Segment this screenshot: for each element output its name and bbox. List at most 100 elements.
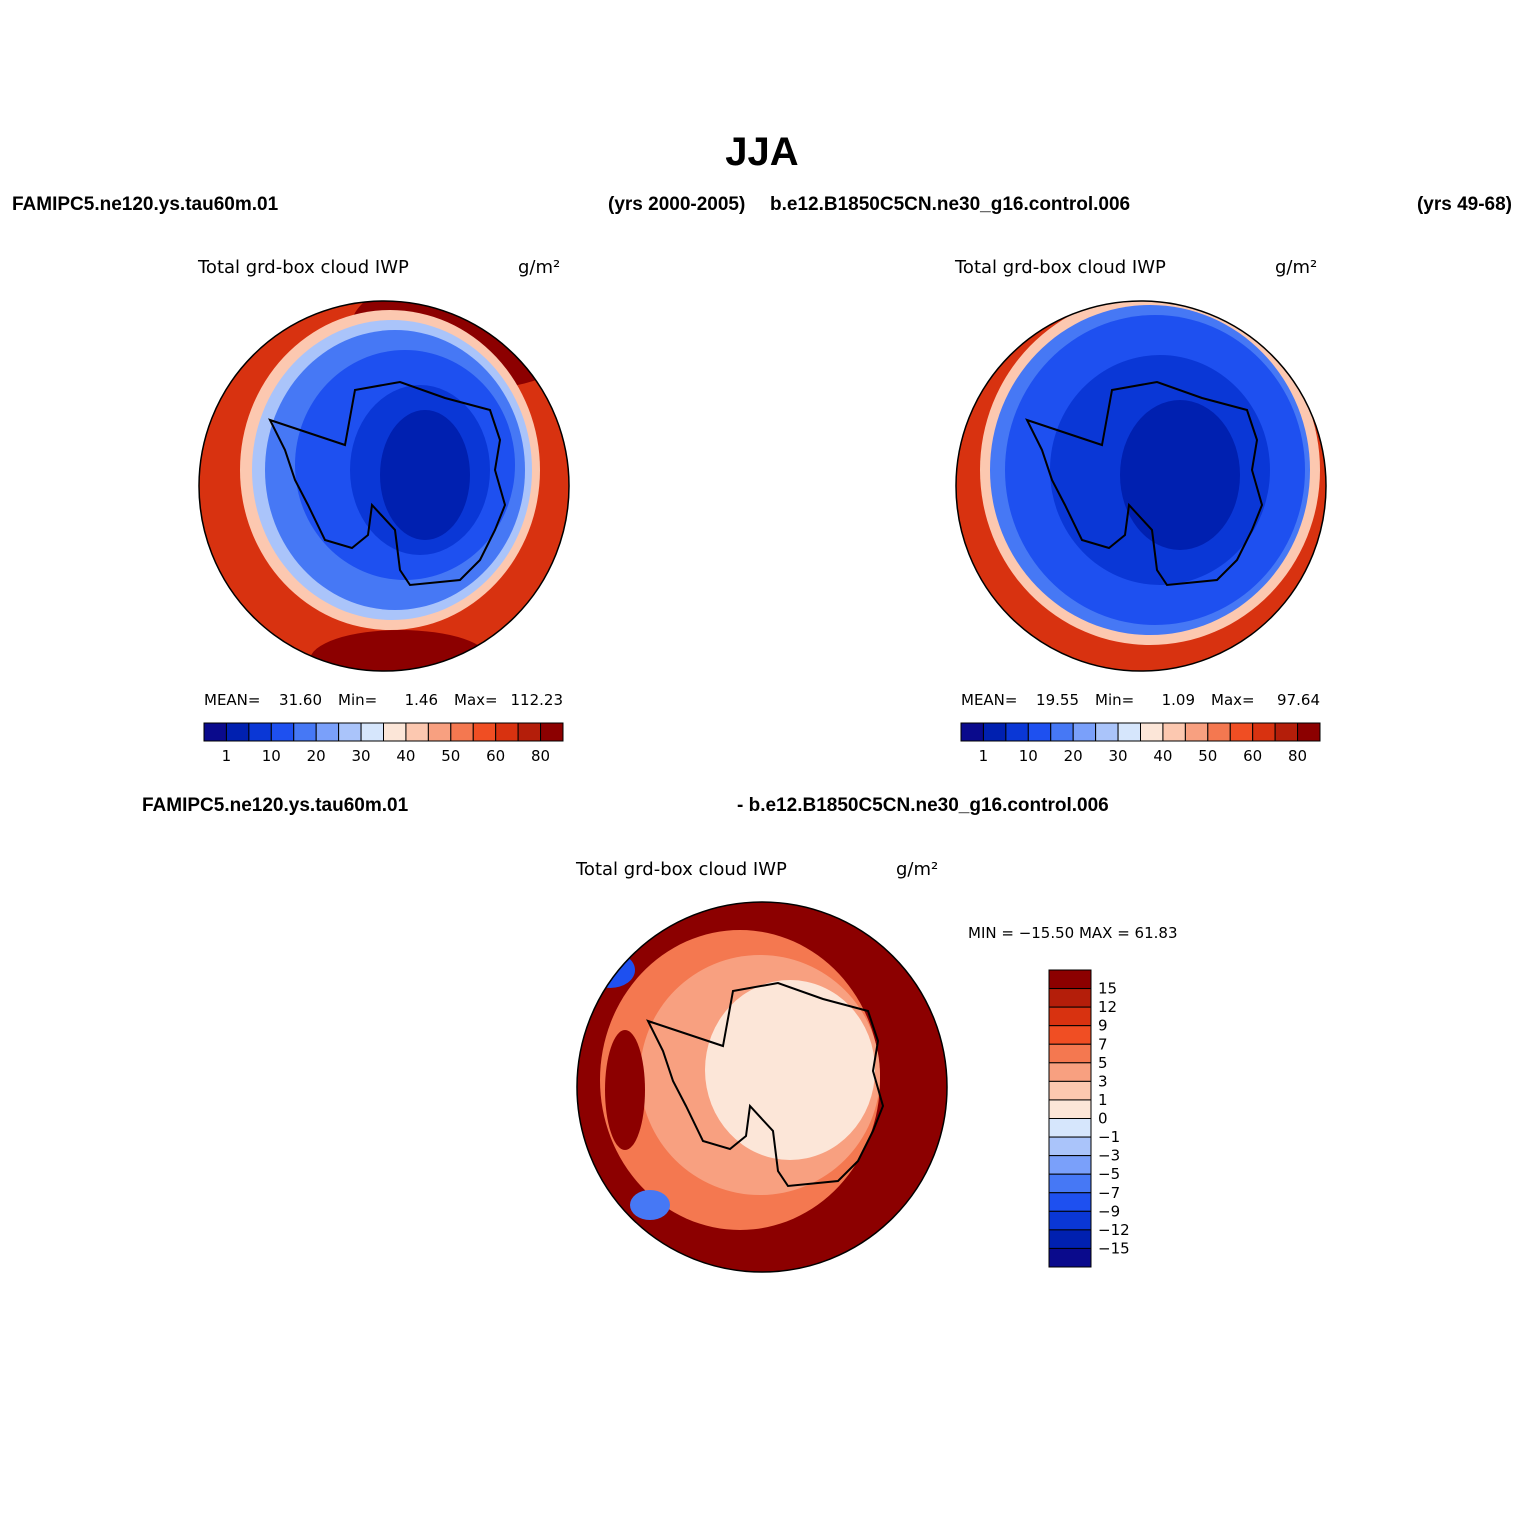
variable-name: Total grd-box cloud IWP (575, 859, 787, 880)
stat-value: 19.55 (1036, 691, 1079, 709)
colorbar-box (1207, 722, 1231, 742)
units: g/m² (896, 859, 938, 880)
colorbar-box (1184, 722, 1209, 742)
case-name: FAMIPC5.ne120.ys.tau60m.01 (12, 194, 279, 215)
units: g/m² (1275, 257, 1317, 278)
colorbar-box (1297, 722, 1321, 742)
colorbar-label: 3 (1098, 1072, 1108, 1090)
colorbar-box (495, 722, 519, 742)
colorbar-box (405, 722, 429, 742)
colorbar-box (1048, 1118, 1092, 1138)
colorbar-box (1048, 1080, 1092, 1101)
map-border (955, 300, 1327, 672)
colorbar-label: 20 (1064, 747, 1083, 765)
colorbar-box (450, 722, 474, 742)
colorbar-box (1050, 722, 1074, 742)
colorbar-box (1252, 722, 1276, 742)
colorbar-box (1048, 1173, 1092, 1194)
coastline (646, 981, 885, 1188)
colorbar-box (248, 722, 272, 742)
colorbar-label: 7 (1098, 1035, 1108, 1053)
colorbar-box (1048, 1136, 1092, 1157)
colorbar-label: 1 (979, 747, 989, 765)
map-border (198, 300, 570, 672)
case-name: FAMIPC5.ne120.ys.tau60m.01 (142, 795, 409, 816)
colorbar-box (293, 722, 317, 742)
colorbar-box (1048, 1210, 1092, 1231)
colorbar-label: −3 (1098, 1147, 1120, 1165)
colorbar-box (1048, 1229, 1092, 1249)
colorbar-label: 20 (307, 747, 326, 765)
colorbar-box (1095, 722, 1119, 742)
colorbar-box (1048, 1099, 1092, 1119)
colorbar-box (960, 722, 984, 742)
colorbar-label: 5 (1098, 1054, 1108, 1072)
stat-value: 112.23 (511, 691, 564, 709)
colorbar-label: 60 (1243, 747, 1262, 765)
colorbar-box (1162, 722, 1186, 742)
colorbar-box (270, 722, 295, 742)
min-max: MIN = −15.50 MAX = 61.83 (968, 924, 1178, 942)
colorbar-box (315, 722, 340, 742)
colorbar-box (383, 722, 407, 742)
stat-value: 97.64 (1277, 691, 1320, 709)
variable-name: Total grd-box cloud IWP (954, 257, 1166, 278)
stat-label: MEAN= (961, 691, 1017, 709)
colorbar-label: 40 (396, 747, 415, 765)
colorbar-label: 80 (531, 747, 550, 765)
colorbar-label: −1 (1098, 1128, 1120, 1146)
stat-label: Max= (454, 691, 498, 709)
map-border (576, 901, 948, 1273)
colorbar-label: 30 (1109, 747, 1128, 765)
map (199, 301, 569, 671)
colorbar-label: 12 (1098, 998, 1117, 1016)
colorbar-label: 10 (1019, 747, 1038, 765)
colorbar-label: 1 (1098, 1091, 1108, 1109)
units: g/m² (518, 257, 560, 278)
colorbar-label: 10 (262, 747, 281, 765)
map (577, 902, 947, 1272)
stat-value: 1.46 (405, 691, 438, 709)
stat-label: Min= (1095, 691, 1134, 709)
coastline (1025, 380, 1264, 587)
colorbar-label: 40 (1153, 747, 1172, 765)
stat-value: 31.60 (279, 691, 322, 709)
colorbar-label: 9 (1098, 1017, 1108, 1035)
colorbar-box (1048, 1006, 1092, 1027)
colorbar-box (1027, 722, 1052, 742)
case-name: b.e12.B1850C5CN.ne30_g16.control.006 (770, 194, 1130, 215)
colorbar-label: −9 (1098, 1202, 1120, 1220)
colorbar-box (472, 722, 497, 742)
colorbar-box (1048, 1247, 1092, 1268)
colorbar-box (1048, 1062, 1092, 1082)
colorbar-box (1048, 1025, 1092, 1045)
colorbar-box (1140, 722, 1164, 742)
colorbar-label: −12 (1098, 1221, 1130, 1239)
colorbar-box (1048, 1043, 1092, 1064)
stat-label: Min= (338, 691, 377, 709)
colorbar-box (1005, 722, 1029, 742)
years: (yrs 2000-2005) (608, 194, 745, 215)
colorbar-box (1117, 722, 1141, 742)
colorbar-box (203, 722, 227, 742)
colorbar-box (517, 722, 542, 742)
colorbar-label: 1 (222, 747, 232, 765)
colorbar-box (1048, 1155, 1092, 1175)
variable-name: Total grd-box cloud IWP (197, 257, 409, 278)
colorbar-label: −15 (1098, 1239, 1130, 1257)
colorbar-label: 80 (1288, 747, 1307, 765)
colorbar-box (1229, 722, 1254, 742)
colorbar-box (540, 722, 564, 742)
colorbar-box (1072, 722, 1097, 742)
colorbar-box (1048, 969, 1092, 990)
colorbar-label: −5 (1098, 1165, 1120, 1183)
colorbar-box (360, 722, 384, 742)
colorbar-label: −7 (1098, 1184, 1120, 1202)
map (956, 301, 1326, 671)
colorbar-box (225, 722, 250, 742)
colorbar-label: 60 (486, 747, 505, 765)
colorbar-label: 50 (441, 747, 460, 765)
colorbar-box (1048, 1192, 1092, 1212)
colorbar-box (338, 722, 362, 742)
